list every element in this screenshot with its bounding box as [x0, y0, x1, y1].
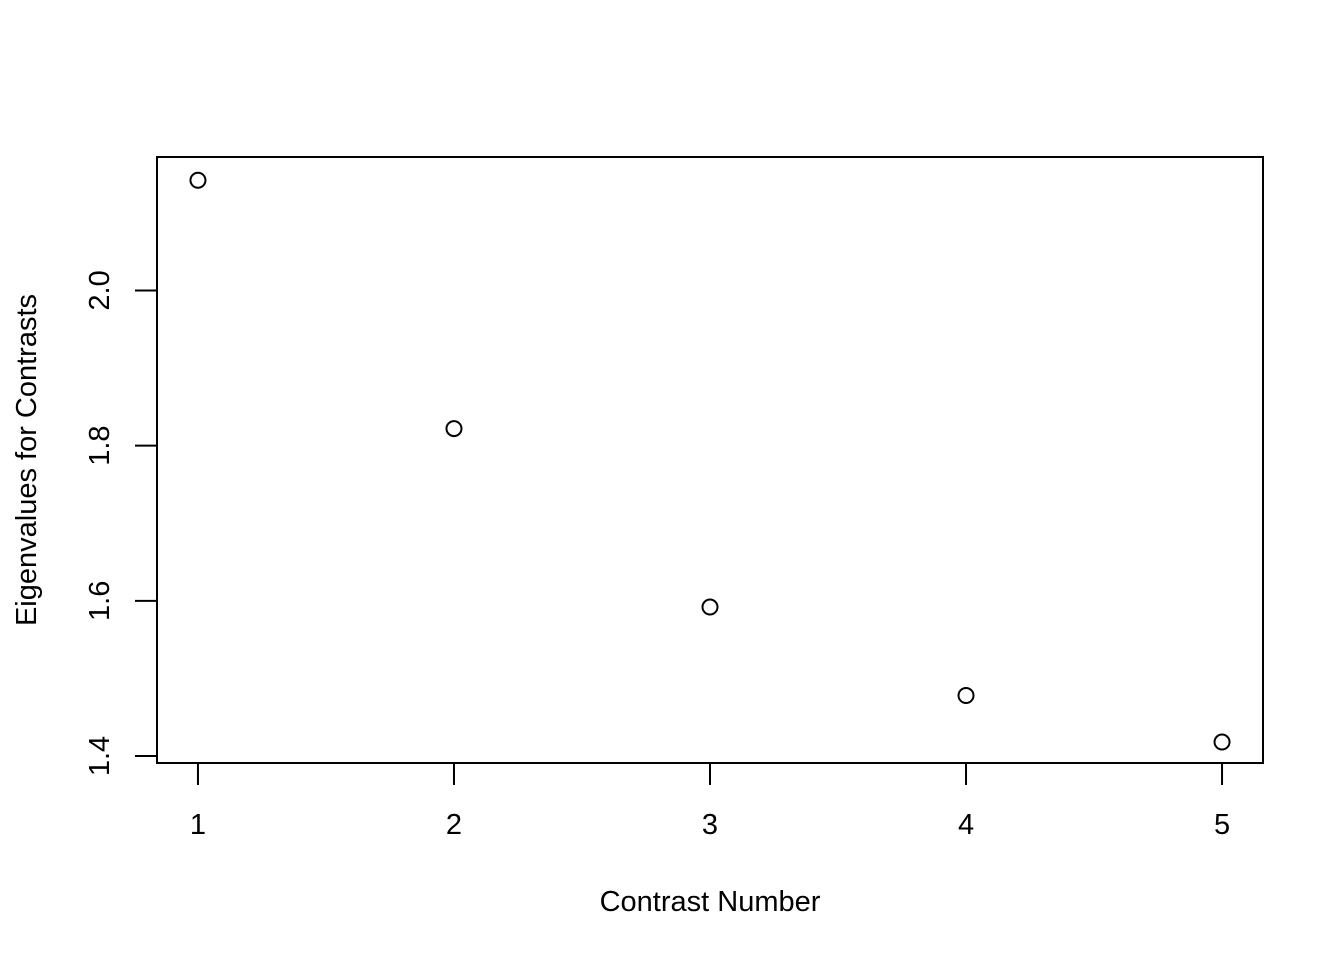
y-tick-label: 1.6 [84, 581, 116, 621]
y-axis-label: Eigenvalues for Contrasts [11, 294, 43, 626]
x-tick-label: 2 [446, 809, 462, 841]
data-point [445, 420, 463, 438]
x-axis: 1 2 3 4 5 [190, 762, 1230, 841]
plot-frame [156, 156, 1264, 764]
data-point [189, 171, 207, 189]
y-tick-label: 1.8 [84, 425, 116, 465]
y-axis: 1.4 1.6 1.8 2.0 [84, 270, 158, 776]
y-tick-label: 1.4 [84, 736, 116, 776]
data-point [1213, 733, 1231, 751]
y-tick-label: 2.0 [84, 270, 116, 310]
x-tick-label: 5 [1214, 809, 1230, 841]
data-point [701, 598, 719, 616]
x-tick-label: 4 [958, 809, 974, 841]
x-axis-label: Contrast Number [600, 886, 821, 918]
data-point [957, 686, 975, 704]
x-tick-label: 3 [702, 809, 718, 841]
x-tick-label: 1 [190, 809, 206, 841]
data-points [189, 171, 1231, 751]
